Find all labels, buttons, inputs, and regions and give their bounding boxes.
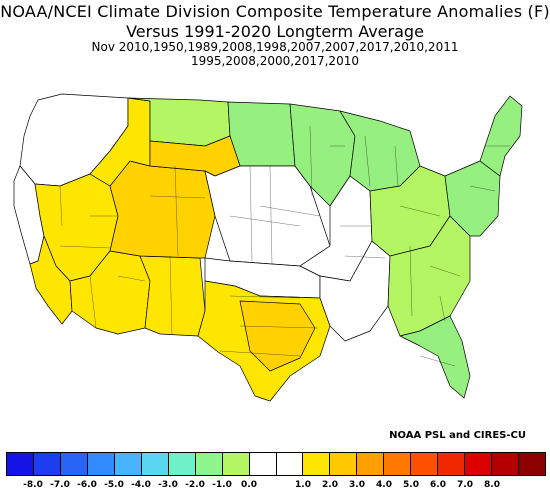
color-scale-tick-label: 6.0: [430, 480, 446, 490]
color-scale-tick-label: 5.0: [403, 480, 419, 490]
color-swatch: [60, 453, 88, 475]
color-scale-tick-label: -7.0: [50, 480, 70, 490]
color-scale-tick-label: -8.0: [23, 480, 43, 490]
color-scale-tick-label: 1.0: [295, 480, 311, 490]
color-scale-tick-label: 0.0: [241, 480, 257, 490]
color-swatch: [384, 453, 412, 475]
region-utah-colorado: [109, 160, 216, 259]
color-swatch: [357, 453, 385, 475]
color-scale-tick-label: -5.0: [104, 480, 124, 490]
region-new-england: [479, 95, 523, 177]
color-swatch: [438, 453, 466, 475]
color-swatch: [411, 453, 439, 475]
color-swatch: [330, 453, 358, 475]
color-swatch: [222, 453, 250, 475]
credit-label: NOAA PSL and CIRES-CU: [389, 430, 526, 441]
color-scale-bar: [6, 452, 546, 476]
region-new-mexico: [139, 255, 206, 337]
color-swatch: [141, 453, 169, 475]
composite-years-line1: Nov 2010,1950,1989,2008,1998,2007,2007,2…: [91, 40, 459, 54]
region-florida: [399, 315, 471, 399]
color-scale-labels: -8.0 -7.0 -6.0 -5.0 -4.0 -3.0 -2.0 -1.0 0.0 1.0 2.…: [6, 480, 546, 492]
region-mississippi-valley: [319, 240, 391, 342]
color-swatch: [519, 453, 546, 475]
color-scale-tick-label: -1.0: [212, 480, 232, 490]
color-swatch: [276, 453, 304, 475]
color-scale-tick-label: 3.0: [349, 480, 365, 490]
color-swatch: [7, 453, 34, 475]
us-climate-division-map: .near { fill: #ffffff; } .w1 { fill: #ff…: [13, 93, 523, 402]
color-scale-tick-label: -3.0: [158, 480, 178, 490]
color-swatch: [303, 453, 331, 475]
color-swatch: [465, 453, 493, 475]
color-swatch: [195, 453, 223, 475]
color-swatch: [492, 453, 520, 475]
color-swatch: [114, 453, 142, 475]
map-subtitle: Versus 1991-2020 Longterm Average: [126, 22, 424, 41]
map-title: NOAA/NCEI Climate Division Composite Tem…: [0, 2, 550, 21]
color-swatch: [168, 453, 196, 475]
color-scale-tick-label: -4.0: [131, 480, 151, 490]
color-swatch: [33, 453, 61, 475]
region-dakotas: [227, 101, 296, 167]
composite-years-line2: 1995,2008,2000,2017,2010: [191, 54, 359, 68]
color-scale-tick-label: -2.0: [185, 480, 205, 490]
color-scale-tick-label: -6.0: [77, 480, 97, 490]
color-scale-tick-label: 7.0: [457, 480, 473, 490]
color-swatch: [249, 453, 277, 475]
color-scale-tick-label: 2.0: [322, 480, 338, 490]
color-swatch: [87, 453, 115, 475]
color-scale-tick-label: 4.0: [376, 480, 392, 490]
color-scale-tick-label: 8.0: [484, 480, 500, 490]
